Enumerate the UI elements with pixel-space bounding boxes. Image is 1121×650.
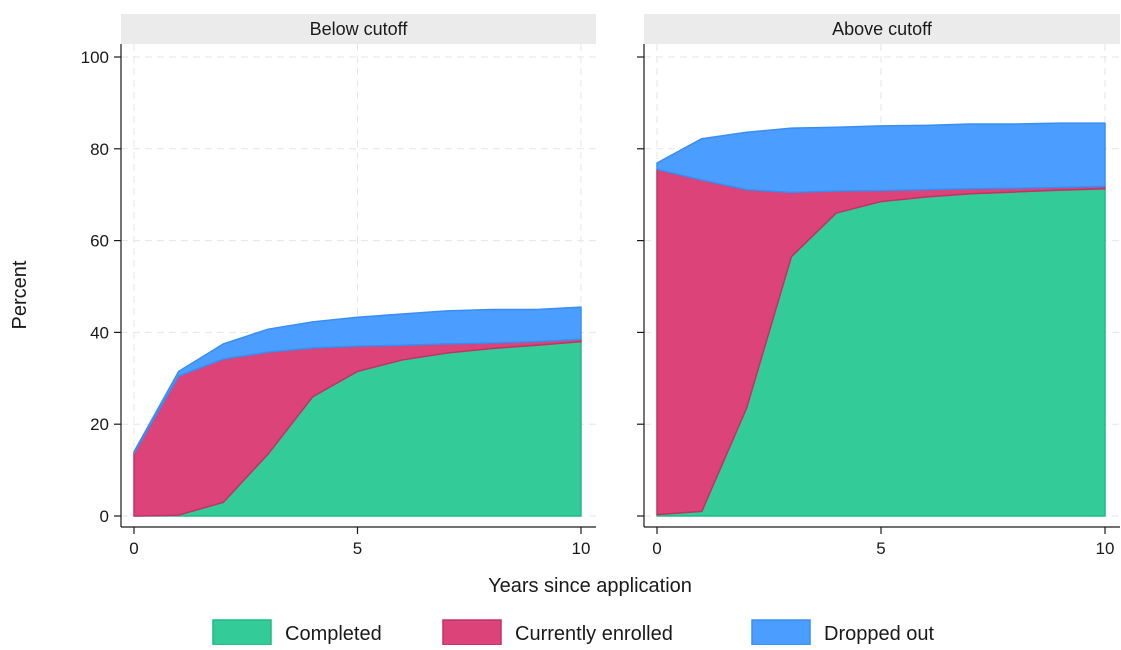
area-dropped-out — [133, 306, 582, 454]
y-tick-label: 60 — [90, 232, 109, 251]
legend-item-currently-enrolled: Currently enrolled — [442, 619, 673, 646]
x-tick-label: 5 — [876, 539, 885, 558]
legend-label: Dropped out — [824, 623, 935, 645]
y-axis-title: Percent — [9, 260, 31, 329]
x-axis-title: Years since application — [488, 575, 692, 597]
area-dropped-out — [656, 122, 1106, 194]
y-tick-label: 80 — [90, 140, 109, 159]
x-tick-label: 0 — [129, 539, 138, 558]
legend-label: Completed — [285, 623, 382, 645]
y-tick-label: 40 — [90, 323, 109, 342]
x-tick-label: 10 — [1096, 539, 1115, 558]
panel-strip — [121, 14, 596, 44]
legend-swatch — [751, 619, 811, 646]
legend-item-dropped-out: Dropped out — [751, 619, 935, 646]
legend-item-completed: Completed — [212, 619, 382, 646]
panel-above-cutoff: Above cutoff 0 5 10 — [637, 14, 1120, 558]
y-tick-label: 20 — [90, 415, 109, 434]
x-tick-label: 10 — [572, 539, 591, 558]
legend-label: Currently enrolled — [515, 623, 673, 645]
legend-swatch — [212, 619, 272, 646]
x-tick-label: 5 — [353, 539, 362, 558]
y-tick-label: 100 — [81, 48, 109, 67]
legend-swatch — [442, 619, 502, 646]
panel-title: Above cutoff — [832, 19, 933, 39]
legend: Completed Currently enrolled Dropped out — [212, 619, 935, 646]
panel-title: Below cutoff — [310, 19, 409, 39]
y-tick-label: 0 — [100, 507, 109, 526]
x-tick-label: 0 — [652, 539, 661, 558]
panel-strip — [644, 14, 1120, 44]
